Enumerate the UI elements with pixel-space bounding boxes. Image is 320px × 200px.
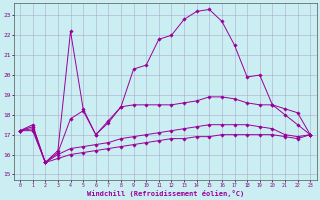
X-axis label: Windchill (Refroidissement éolien,°C): Windchill (Refroidissement éolien,°C): [86, 190, 244, 197]
